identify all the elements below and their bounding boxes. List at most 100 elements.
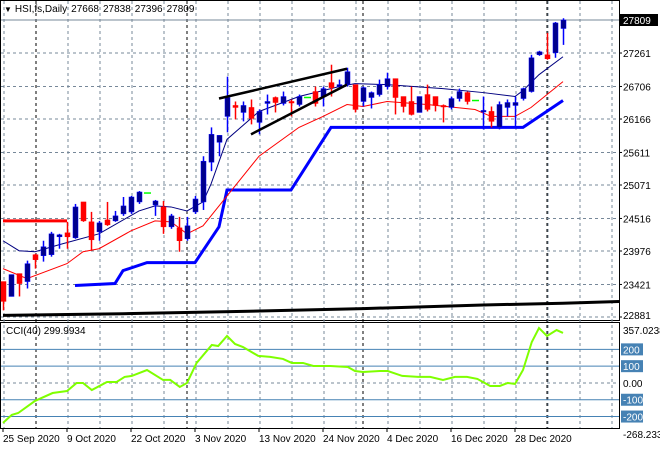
candle-body (32, 254, 39, 260)
candle-body (432, 96, 439, 106)
candle (96, 220, 103, 241)
candle (536, 50, 543, 56)
candle-body (416, 96, 423, 113)
candle (352, 84, 359, 113)
candle-body (368, 92, 375, 98)
date-label: 9 Oct 2020 (67, 434, 116, 445)
candle (392, 78, 399, 115)
long-moving-average-line (2, 299, 620, 317)
candle-body (128, 196, 135, 213)
candle-body (256, 111, 263, 123)
candle-body (528, 57, 535, 92)
candle (152, 199, 159, 216)
candle-body (408, 101, 415, 115)
candle (32, 253, 39, 269)
candle (104, 201, 111, 226)
candle-body (152, 200, 159, 206)
candle (488, 106, 495, 128)
candle (408, 86, 415, 116)
date-label: 3 Nov 2020 (195, 434, 247, 445)
price-tick-label: 22881 (623, 311, 651, 322)
candle (240, 101, 247, 122)
candle (480, 96, 487, 130)
candle (280, 91, 287, 106)
candle (88, 211, 95, 251)
candle (368, 91, 375, 109)
candle-body (520, 88, 527, 99)
candle-body (296, 96, 303, 105)
candle (168, 213, 175, 229)
candle-body (56, 234, 63, 238)
candle-body (552, 22, 559, 54)
date-label: 16 Dec 2020 (451, 434, 508, 445)
close-value: 27809 (166, 4, 195, 15)
cci-axis-label: 200 (623, 345, 640, 356)
candle (80, 201, 87, 222)
candle-body (224, 97, 231, 117)
triangle-down-icon[interactable]: ▼ (4, 5, 12, 14)
candle (496, 101, 503, 130)
candle-body (480, 110, 487, 113)
candle-body (384, 78, 391, 87)
cci-value: 299.9934 (43, 326, 86, 337)
candle (160, 200, 167, 234)
candle (360, 86, 367, 107)
candle-body (232, 105, 239, 108)
current-price-label: 27809 (623, 16, 651, 27)
candle-body (448, 98, 455, 108)
candle-body (400, 96, 407, 107)
candle (552, 21, 559, 58)
date-label: 4 Dec 2020 (387, 434, 439, 445)
candle (456, 88, 463, 102)
candle (440, 104, 447, 123)
candle-body (344, 71, 351, 85)
low-value: 27396 (134, 4, 163, 15)
cci-panel-frame (0, 322, 620, 429)
candle-body (488, 111, 495, 122)
candle-body (112, 215, 119, 222)
candle-body (464, 92, 471, 102)
candle (544, 32, 551, 60)
candle-body (216, 135, 223, 143)
candle (192, 195, 199, 214)
candle (416, 96, 423, 113)
candle (512, 96, 519, 128)
cci-level-badge (621, 360, 643, 373)
candle (400, 96, 407, 113)
candle-body (184, 225, 191, 240)
candle-body (8, 274, 15, 297)
cci-axis-label: -100 (623, 396, 643, 407)
price-tick-label: 26166 (623, 115, 651, 126)
cci-axis-label: -268.233 (623, 430, 660, 441)
candle-body (0, 281, 7, 302)
trendline (250, 83, 348, 136)
candle-body (360, 87, 367, 102)
candle (8, 274, 15, 297)
candle (128, 195, 135, 214)
candle-body (248, 107, 255, 119)
candle-body (424, 94, 431, 110)
candle-body (536, 51, 543, 56)
candle (376, 79, 383, 97)
candle (208, 127, 215, 172)
candle-body (208, 134, 215, 163)
candle-body (64, 232, 71, 238)
cci-axis-label: 100 (623, 362, 640, 373)
candle-body (456, 91, 463, 99)
price-tick-label: 24516 (623, 214, 651, 225)
candle (136, 191, 143, 204)
candle (216, 135, 223, 157)
candle (432, 96, 439, 112)
candle-body (272, 97, 279, 103)
date-label: 25 Sep 2020 (3, 434, 60, 445)
candle-body (160, 206, 167, 228)
candle (384, 72, 391, 90)
candle-body (392, 78, 399, 98)
cci-level-badge (621, 393, 643, 406)
candle (112, 210, 119, 222)
candle (272, 96, 279, 113)
candle (560, 18, 567, 45)
candle-body (352, 84, 359, 110)
date-label: 28 Dec 2020 (515, 434, 572, 445)
